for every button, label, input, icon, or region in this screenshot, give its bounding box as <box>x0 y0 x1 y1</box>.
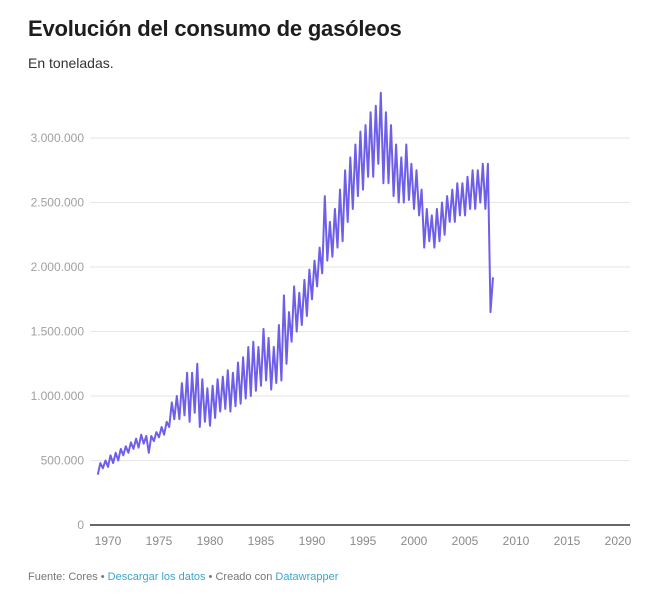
x-tick-label: 2020 <box>605 534 632 548</box>
y-tick-label: 2.500.000 <box>31 196 85 210</box>
x-tick-label: 1980 <box>197 534 224 548</box>
y-tick-label: 500.000 <box>41 454 85 468</box>
x-tick-label: 2015 <box>554 534 581 548</box>
separator: • <box>205 571 216 583</box>
y-tick-label: 3.000.000 <box>31 131 85 145</box>
x-tick-label: 1995 <box>350 534 377 548</box>
x-tick-label: 1975 <box>146 534 173 548</box>
chart-footer: Fuente: Cores • Descargar los datos • Cr… <box>28 571 338 583</box>
x-tick-label: 1985 <box>248 534 275 548</box>
y-tick-label: 1.000.000 <box>31 389 85 403</box>
download-data-link[interactable]: Descargar los datos <box>107 571 206 583</box>
chart-title: Evolución del consumo de gasóleos <box>28 16 402 41</box>
x-tick-label: 2000 <box>401 534 428 548</box>
x-tick-label: 1990 <box>299 534 326 548</box>
separator: • <box>97 571 108 583</box>
y-tick-label: 2.000.000 <box>31 260 85 274</box>
x-tick-label: 1970 <box>95 534 122 548</box>
y-axis-ticks: 0 500.000 1.000.000 1.500.000 2.000.000 2.500… <box>31 131 85 532</box>
chart-subtitle: En toneladas. <box>28 55 114 71</box>
x-tick-label: 2010 <box>503 534 530 548</box>
datawrapper-link[interactable]: Datawrapper <box>275 571 339 583</box>
line-chart: 0 500.000 1.000.000 1.500.000 2.000.000 2.500… <box>31 91 632 548</box>
y-tick-label: 0 <box>77 518 84 532</box>
x-tick-label: 2005 <box>452 534 479 548</box>
y-tick-label: 1.500.000 <box>31 325 85 339</box>
created-with-text: Creado con <box>215 571 273 583</box>
series-line-consumo <box>96 91 494 475</box>
x-axis-ticks: 1970 1975 1980 1985 1990 1995 2000 2005 2010 2015… <box>95 534 632 548</box>
source-text: Fuente: Cores <box>28 571 98 583</box>
